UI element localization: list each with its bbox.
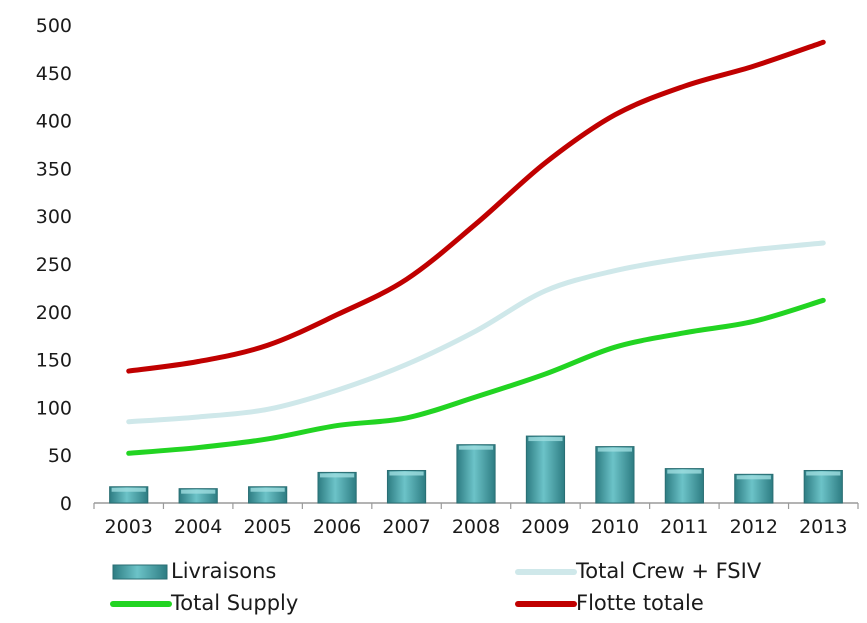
y-tick-label: 350 <box>36 158 72 180</box>
y-tick-label: 300 <box>36 206 72 228</box>
legend-label: Flotte totale <box>576 591 704 615</box>
bar-livraisons-highlight <box>111 487 146 492</box>
y-tick-label: 150 <box>36 350 72 372</box>
x-tick-label: 2003 <box>105 516 153 538</box>
legend-label: Total Supply <box>170 591 298 615</box>
x-tick-label: 2004 <box>174 516 222 538</box>
y-tick-label: 200 <box>36 302 72 324</box>
bar-livraisons <box>664 468 704 504</box>
bar-livraisons-highlight <box>667 469 702 474</box>
bar-livraisons <box>595 446 635 504</box>
x-tick-label: 2005 <box>243 516 291 538</box>
legend-item: Livraisons <box>112 559 276 583</box>
bar-livraisons <box>803 469 843 504</box>
bar-series-livraisons <box>109 435 843 504</box>
line-series-flotte-totale <box>126 39 826 374</box>
x-tick-label: 2009 <box>521 516 569 538</box>
line-series-group <box>126 39 826 456</box>
bar-livraisons <box>525 435 566 504</box>
bar-livraisons <box>386 469 427 504</box>
x-tick-label: 2012 <box>730 516 778 538</box>
x-tick-label: 2007 <box>382 516 430 538</box>
x-tick-label: 2010 <box>591 516 639 538</box>
x-tick-label: 2013 <box>799 516 847 538</box>
y-tick-label: 400 <box>36 111 72 133</box>
x-tick-label: 2006 <box>313 516 361 538</box>
bar-livraisons-highlight <box>181 489 216 494</box>
bar-livraisons-highlight <box>736 475 771 480</box>
bar-livraisons-highlight <box>250 487 285 492</box>
line-series-total-supply <box>126 297 826 456</box>
legend-item: Total Crew + FSIV <box>515 559 762 583</box>
y-axis: 0 50 100 150 200 250 300 350 400 450 500 <box>36 15 72 515</box>
x-tick-label: 2008 <box>452 516 500 538</box>
legend-item: Total Supply <box>110 591 298 615</box>
legend-item: Flotte totale <box>515 591 704 615</box>
bar-livraisons-highlight <box>597 447 633 452</box>
bar-livraisons-highlight <box>319 473 355 478</box>
bar-livraisons <box>317 471 357 504</box>
y-tick-label: 450 <box>36 63 72 85</box>
legend: Livraisons Total Crew + FSIV Total Supply F… <box>110 559 762 615</box>
legend-label: Total Crew + FSIV <box>575 559 762 583</box>
legend-swatch-bar <box>112 564 168 580</box>
bar-livraisons-highlight <box>528 437 563 442</box>
y-tick-label: 50 <box>48 445 72 467</box>
x-axis: 2003 2004 2005 2006 2007 2008 2009 2010 2011 2012… <box>93 502 859 538</box>
y-tick-label: 0 <box>60 493 72 515</box>
y-tick-label: 100 <box>36 397 72 419</box>
bar-livraisons-highlight <box>458 445 494 450</box>
bar-livraisons-highlight <box>389 471 424 476</box>
x-tick-label: 2011 <box>660 516 708 538</box>
y-tick-label: 250 <box>36 254 72 276</box>
line-series-total-crew-fsiv <box>126 240 826 425</box>
y-tick-label: 500 <box>36 15 72 37</box>
legend-label: Livraisons <box>171 559 276 583</box>
bar-livraisons <box>456 444 496 504</box>
bar-livraisons-highlight <box>806 471 841 476</box>
